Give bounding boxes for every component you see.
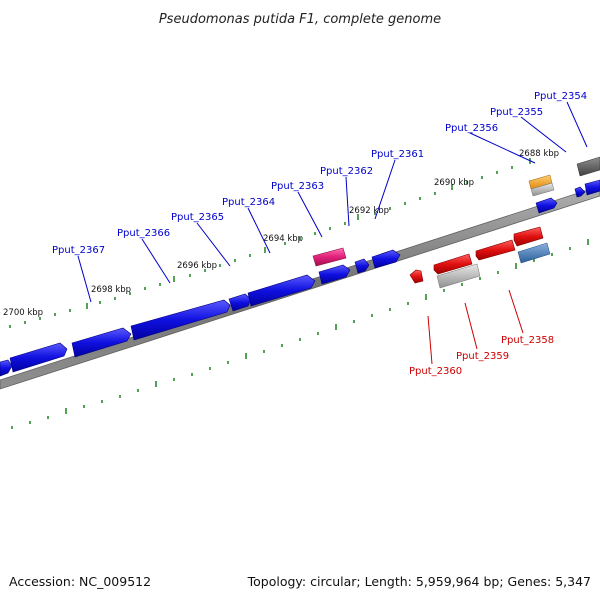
gene-label[interactable]: Pput_2364 [222, 197, 275, 208]
feature-dark-gray[interactable] [576, 156, 600, 177]
gene-label[interactable]: Pput_2360 [409, 366, 462, 377]
gene-arrow[interactable] [433, 253, 473, 275]
scale-label: 2692 kbp [349, 206, 389, 216]
gene-arrow[interactable] [535, 197, 558, 214]
highlighted-feature[interactable] [312, 247, 347, 267]
reverse-gene-labels: Pput_2358 Pput_2359 Pput_2360 [409, 335, 554, 377]
gene-label[interactable]: Pput_2365 [171, 212, 224, 223]
scale-label: 2700 kbp [3, 308, 43, 318]
gene-label[interactable]: Pput_2361 [371, 149, 424, 160]
feature-gray[interactable] [436, 263, 481, 289]
gene-label[interactable]: Pput_2366 [117, 228, 170, 239]
gene-arrow[interactable] [513, 226, 544, 247]
gene-label[interactable]: Pput_2354 [534, 91, 587, 102]
gene-arrow[interactable] [318, 264, 351, 285]
gene-arrow[interactable] [475, 239, 516, 261]
gene-label[interactable]: Pput_2363 [271, 181, 324, 192]
scale-label: 2696 kbp [177, 261, 217, 271]
gene-label[interactable]: Pput_2359 [456, 351, 509, 362]
gene-arrow[interactable] [409, 269, 424, 284]
forward-label-leaders [77, 101, 588, 303]
reverse-strand-genes [409, 226, 544, 284]
gene-label[interactable]: Pput_2367 [52, 245, 105, 256]
map-title: Pseudomonas putida F1, complete genome [159, 12, 441, 27]
gene-arrow[interactable] [247, 274, 316, 307]
gene-label[interactable]: Pput_2356 [445, 123, 498, 134]
accession-text: Accession: NC_009512 [9, 574, 151, 589]
scale-labels: 2688 kbp 2690 kbp 2692 kbp 2694 kbp 2696… [3, 149, 559, 318]
inner-tick-track [11, 239, 589, 429]
genome-summary-text: Topology: circular; Length: 5,959,964 bp… [247, 574, 591, 589]
gene-arrow[interactable] [0, 359, 13, 377]
outer-tick-track [9, 158, 531, 328]
gene-arrow[interactable] [228, 293, 252, 312]
scale-label: 2688 kbp [519, 149, 559, 159]
scale-label: 2690 kbp [434, 178, 474, 188]
forward-strand-genes [0, 179, 600, 377]
feature-gray[interactable] [530, 182, 555, 197]
gene-label[interactable]: Pput_2358 [501, 335, 554, 346]
gene-arrow[interactable] [354, 258, 370, 274]
gene-arrow[interactable] [371, 249, 401, 269]
gene-arrow[interactable] [9, 342, 68, 373]
feature-steel[interactable] [517, 242, 551, 264]
gene-label[interactable]: Pput_2355 [490, 107, 543, 118]
gene-label[interactable]: Pput_2362 [320, 166, 373, 177]
gene-arrow[interactable] [584, 179, 600, 196]
gene-arrow[interactable] [71, 327, 132, 358]
scale-label: 2698 kbp [91, 285, 131, 295]
forward-gene-labels: Pput_2354 Pput_2355 Pput_2356 Pput_2361 … [52, 91, 587, 256]
scale-label: 2694 kbp [263, 234, 303, 244]
gene-arrow[interactable] [574, 186, 586, 198]
gene-arrow[interactable] [130, 299, 231, 341]
reverse-label-leaders [427, 289, 524, 365]
